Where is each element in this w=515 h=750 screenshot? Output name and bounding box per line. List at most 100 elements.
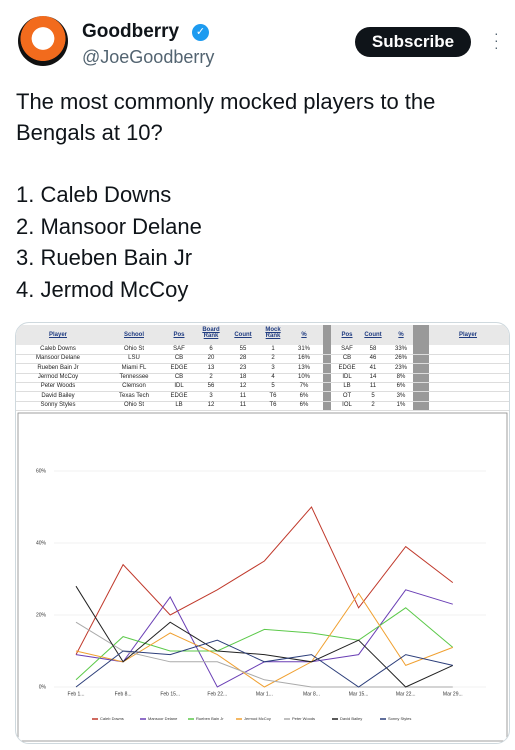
table-cell: Peter Woods <box>40 383 76 390</box>
column-header: Player <box>458 332 478 338</box>
table-cell: Clemson <box>122 383 146 390</box>
table-cell: 41 <box>369 364 377 371</box>
table-cell: LB <box>343 383 351 390</box>
post-image[interactable]: Player School Pos Board Rank Count Mock Rank%… <box>15 322 510 744</box>
column-header: % <box>398 332 404 338</box>
table-cell: 1 <box>271 346 275 352</box>
table-cell: Mansoor Delane <box>35 355 81 362</box>
table-cell: 10% <box>297 373 311 380</box>
table-cell: 7% <box>299 383 309 390</box>
table-cell: 58 <box>369 346 377 352</box>
x-tick-label: Mar 22... <box>396 691 416 697</box>
x-tick-label: Mar 29... <box>443 691 463 697</box>
table-cell: 6% <box>299 401 309 408</box>
legend-label: Mansoor Delane <box>148 716 178 721</box>
table-cell: 11 <box>239 401 247 408</box>
column-header: Mock Rank <box>265 327 281 339</box>
legend-label: David Bailey <box>340 716 362 721</box>
row-line <box>16 354 509 355</box>
column-header: Pos <box>173 332 185 338</box>
table-cell: Sonny Styles <box>40 401 76 408</box>
table-cell: EDGE <box>170 364 188 371</box>
table-cell: 11 <box>239 392 247 399</box>
table-cell: 12 <box>239 383 247 390</box>
row-line <box>16 400 509 402</box>
table-cell: 2 <box>209 373 213 380</box>
table-cell: Ohio St <box>123 401 145 408</box>
avatar[interactable] <box>18 16 68 66</box>
table-cell: Tennessee <box>119 373 149 380</box>
table-cell: LB <box>175 401 183 408</box>
column-header: Player <box>48 332 67 338</box>
table-cell: 16% <box>297 355 311 362</box>
column-header: Pos <box>341 332 353 338</box>
list-item: 1. Caleb Downs <box>16 182 172 207</box>
table-cell: 28 <box>239 355 247 362</box>
legend-label: Rueben Bain Jr <box>196 716 224 721</box>
display-name[interactable]: Goodberry <box>82 21 180 42</box>
row-line <box>16 381 509 383</box>
series-line <box>75 585 454 688</box>
table-cell: Caleb Downs <box>40 346 76 352</box>
table-cell: 33% <box>394 346 408 352</box>
table-cell: 46 <box>369 355 377 362</box>
x-tick-label: Feb 1... <box>68 691 85 697</box>
handle[interactable]: @JoeGoodberry <box>82 47 215 67</box>
table-cell: IOL <box>342 401 352 408</box>
table-cell: David Bailey <box>41 392 75 399</box>
list-item: 4. Jermod McCoy <box>16 276 189 302</box>
table-cell: 6% <box>299 392 309 399</box>
table-cell: 20 <box>207 355 215 362</box>
table-cell: OT <box>342 392 352 399</box>
chart: 0% 20% 40% 60% Feb 1... Feb 8... Feb 15... Feb … <box>17 412 508 742</box>
header-band <box>16 325 509 345</box>
list-item: 2. Mansoor Delane <box>16 213 202 239</box>
table-cell: 12 <box>207 401 215 408</box>
table-cell: Texas Tech <box>119 392 149 399</box>
table-cell: T6 <box>269 392 277 399</box>
list-item: 3. Rueben Bain Jr <box>16 245 193 270</box>
table-cell: 3 <box>271 364 275 371</box>
table-cell: Jermod McCoy <box>37 373 79 380</box>
table-cell: 5 <box>371 392 375 399</box>
row-line <box>16 372 509 374</box>
divider <box>413 325 429 411</box>
table-cell: Miami FL <box>121 364 147 371</box>
table-cell: 18 <box>239 373 247 380</box>
series-line <box>75 621 453 688</box>
spreadsheet: Player School Pos Board Rank Count Mock Rank%… <box>16 323 509 411</box>
row-line <box>16 409 509 411</box>
table-cell: 31% <box>297 346 311 352</box>
subscribe-button[interactable]: Subscribe <box>355 27 471 57</box>
table-cell: 3 <box>209 392 213 399</box>
table-cell: 4 <box>271 373 275 380</box>
y-tick-label: 40% <box>36 540 47 546</box>
x-tick-label: Mar 8... <box>303 691 320 697</box>
y-tick-label: 60% <box>36 468 47 474</box>
more-menu[interactable]: · · · <box>494 25 499 55</box>
table-cell: 14 <box>369 373 377 380</box>
table-cell: SAF <box>173 346 185 352</box>
table-cell: 5 <box>271 383 275 390</box>
post-body: The most commonly mocked players to the … <box>16 86 506 305</box>
table-cell: CB <box>174 373 184 380</box>
table-cell: 8% <box>396 373 406 380</box>
table-cell: 13 <box>207 364 215 371</box>
table-cell: EDGE <box>170 392 188 399</box>
table-cell: SAF <box>341 346 353 352</box>
divider <box>323 325 331 411</box>
table-cell: Rueben Bain Jr <box>37 364 79 371</box>
table-cell: 1% <box>396 401 406 408</box>
table-cell: 23 <box>239 364 247 371</box>
table-cell: 6% <box>396 383 406 390</box>
series-line <box>75 639 453 688</box>
column-header: % <box>301 332 307 338</box>
table-cell: 2 <box>271 355 275 362</box>
x-tick-label: Feb 15... <box>160 691 180 697</box>
table-cell: CB <box>174 355 184 362</box>
table-cell: 23% <box>394 364 408 371</box>
chart-frame <box>17 412 508 742</box>
verified-badge: ✓ <box>192 24 209 41</box>
column-header: Board Rank <box>202 327 220 339</box>
